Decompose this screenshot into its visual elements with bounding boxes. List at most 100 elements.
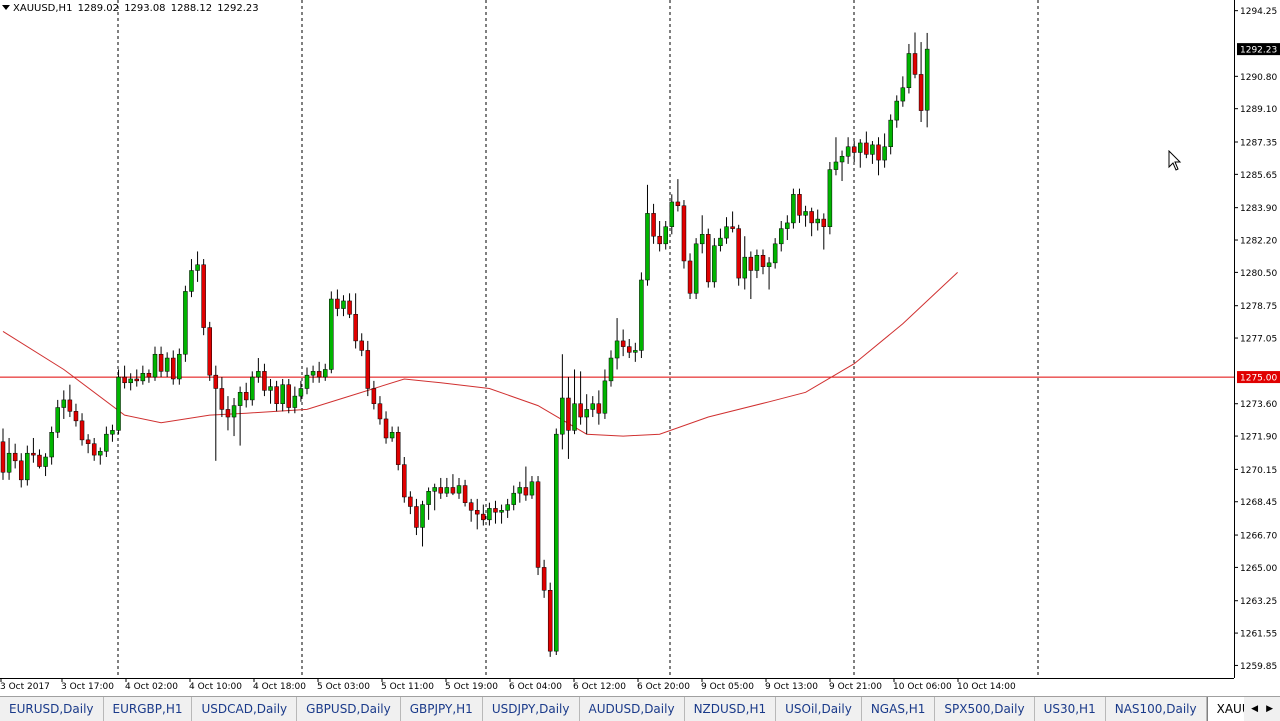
tab-us30-h1[interactable]: US30,H1 — [1035, 697, 1106, 721]
candle-body — [462, 485, 468, 503]
candle — [827, 161, 833, 235]
tab-nas100-daily[interactable]: NAS100,Daily — [1106, 697, 1207, 721]
candle-body — [195, 264, 200, 271]
candle-body — [499, 510, 504, 513]
candle-body — [322, 369, 328, 378]
chart-menu-triangle-icon[interactable] — [2, 5, 10, 10]
candle — [231, 398, 237, 437]
candle — [164, 352, 170, 378]
candle — [85, 434, 91, 454]
tab-eurusd-daily[interactable]: EURUSD,Daily — [0, 697, 104, 721]
candle-body — [633, 350, 638, 353]
candle-body — [243, 392, 249, 401]
level-price-tag: 1275.00 — [1240, 374, 1277, 384]
candle — [359, 333, 364, 357]
price-chart[interactable]: 1294.25 1290.80 1289.10 1287.35 1285.65 1283.… — [0, 0, 1280, 696]
tab-gbpusd-daily[interactable]: GBPUSD,Daily — [297, 697, 401, 721]
candle-body — [280, 384, 285, 404]
time-tick-label: 4 Oct 10:00 — [189, 682, 242, 692]
candle — [128, 373, 133, 391]
tab-gbpjpy-h1[interactable]: GBPJPY,H1 — [401, 697, 483, 721]
candle — [681, 200, 687, 269]
candle — [0, 428, 6, 480]
tab-nzdusd-h1[interactable]: NZDUSD,H1 — [685, 697, 777, 721]
candle-body — [815, 218, 820, 224]
candle-body — [104, 433, 109, 452]
tab-eurgbp-h1[interactable]: EURGBP,H1 — [104, 697, 193, 721]
price-tick-label: 1273.60 — [1240, 400, 1277, 410]
candle-body — [12, 452, 18, 462]
candle — [481, 504, 486, 526]
candle — [341, 295, 346, 317]
candle — [608, 350, 614, 387]
candle-body — [189, 270, 194, 292]
candle-body — [584, 409, 589, 418]
candle-body — [79, 420, 85, 441]
candle-body — [882, 146, 887, 161]
price-tick-label: 1270.15 — [1240, 466, 1277, 476]
candle-body — [262, 371, 267, 391]
candle — [797, 188, 802, 223]
candle — [693, 238, 699, 300]
candle-body — [353, 314, 358, 342]
candle-body — [43, 456, 48, 467]
candle-body — [894, 100, 900, 121]
candle — [736, 224, 741, 286]
candle-body — [158, 353, 164, 372]
price-tick-label: 1290.80 — [1240, 73, 1277, 83]
time-tick-label: 10 Oct 06:00 — [893, 682, 952, 692]
tab-audusd-daily[interactable]: AUDUSD,Daily — [580, 697, 685, 721]
candle-body — [772, 243, 778, 264]
tab-ngas-h1[interactable]: NGAS,H1 — [862, 697, 936, 721]
triangle-left-icon[interactable]: ◀ — [1251, 704, 1259, 714]
candle — [49, 426, 54, 465]
candle-body — [286, 384, 292, 408]
candle — [760, 249, 766, 275]
price-tick-label: 1266.70 — [1240, 532, 1277, 542]
price-tick-label: 1289.10 — [1240, 105, 1277, 115]
moving-average-line — [2, 272, 958, 437]
candle — [499, 504, 504, 524]
candle — [687, 253, 693, 300]
candle — [851, 141, 857, 162]
candle — [426, 487, 431, 520]
candle — [292, 386, 298, 414]
candle — [402, 457, 407, 503]
candle-body — [736, 228, 741, 279]
candlestick-chart[interactable]: 1294.25 1290.80 1289.10 1287.35 1285.65 1283.… — [0, 0, 1280, 696]
candle-body — [371, 388, 377, 404]
candle — [146, 369, 152, 383]
candle-body — [511, 492, 516, 505]
tab-usdjpy-daily[interactable]: USDJPY,Daily — [483, 697, 580, 721]
candle — [614, 318, 620, 370]
candle-body — [152, 353, 158, 378]
candle — [256, 358, 261, 383]
time-tick-label: 4 Oct 18:00 — [253, 682, 306, 692]
time-tick-label: 9 Oct 05:00 — [701, 682, 754, 692]
tab-spx500-daily[interactable]: SPX500,Daily — [935, 697, 1035, 721]
triangle-right-icon[interactable]: ▶ — [1266, 704, 1273, 714]
candle — [554, 428, 559, 655]
candle-body — [91, 443, 97, 456]
candle-body — [177, 353, 182, 380]
candle-body — [61, 399, 67, 408]
tab-usoil-daily[interactable]: USOil,Daily — [776, 697, 862, 721]
time-tick-label: 3 Oct 2017 — [0, 682, 50, 692]
candle — [523, 466, 529, 501]
candle-body — [365, 350, 371, 389]
candle-body — [493, 508, 498, 513]
candle-body — [310, 371, 316, 376]
ohlc-close: 1292.23 — [217, 3, 259, 14]
candle — [122, 365, 127, 389]
time-tick-label: 3 Oct 17:00 — [61, 682, 114, 692]
price-tick-label: 1263.25 — [1240, 597, 1277, 607]
candle — [335, 289, 340, 317]
tab-scroll-controls: ◀ ▶ — [1244, 697, 1280, 721]
candle-body — [377, 403, 383, 420]
candle — [505, 498, 510, 518]
tab-usdcad-daily[interactable]: USDCAD,Daily — [192, 697, 298, 721]
ohlc-low: 1288.12 — [170, 3, 213, 14]
candle — [487, 502, 492, 526]
candle-body — [250, 376, 255, 401]
candle-body — [274, 386, 279, 404]
